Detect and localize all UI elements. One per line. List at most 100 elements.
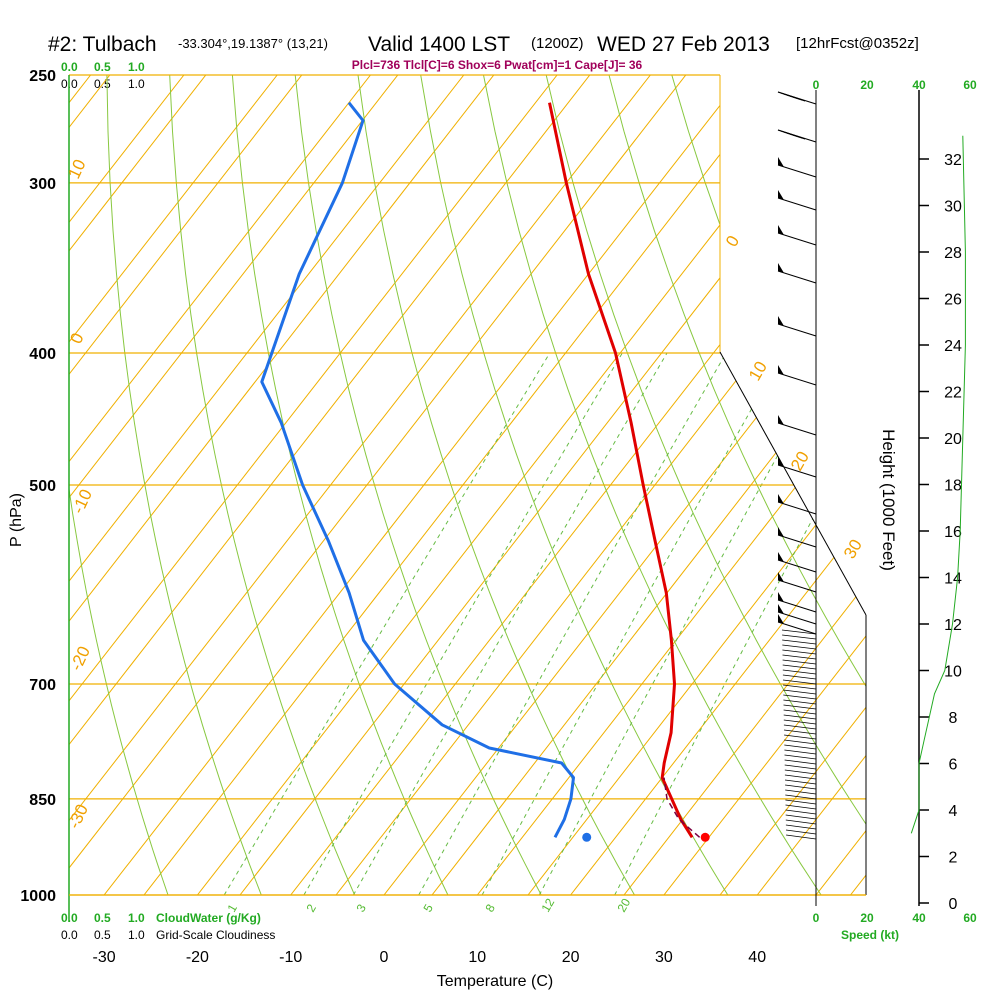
dewpoint-line — [260, 101, 575, 838]
cloud-top-black-2: 1.0 — [128, 77, 145, 91]
wind-barb-low — [785, 789, 817, 795]
dry-adiabat-line — [545, 75, 866, 895]
isotherm-line — [570, 75, 866, 895]
cloud-bottom-green-1: 0.5 — [94, 911, 111, 925]
height-tick-label: 30 — [944, 199, 962, 216]
dry-adiabat-line — [483, 75, 822, 895]
dry-adiabat-line — [357, 75, 635, 895]
reference-diagonal — [815, 75, 866, 895]
wind-barb-staff — [777, 621, 817, 635]
cloud-top-green-2: 1.0 — [128, 60, 145, 74]
wind-barb-low — [785, 819, 817, 825]
wind-barb — [777, 365, 817, 386]
pressure-tick-label: 400 — [29, 346, 56, 363]
speed-top-3: 60 — [963, 78, 977, 92]
wind-barb — [777, 614, 817, 635]
speed-top-2: 40 — [912, 78, 926, 92]
height-tick-label: 0 — [949, 896, 958, 913]
temperature-tick-label: 20 — [562, 949, 580, 966]
reference-diagonal — [69, 75, 749, 895]
height-tick-label: 14 — [944, 571, 962, 588]
wind-barb-pennant — [778, 316, 784, 326]
wind-barb-staff — [777, 559, 817, 573]
height-tick-label: 10 — [944, 664, 962, 681]
wind-barb-feather — [786, 94, 806, 102]
wind-barb — [777, 190, 817, 211]
wind-barb-low — [784, 764, 817, 770]
wind-barb-staff — [777, 464, 817, 478]
reference-diagonal — [69, 75, 557, 895]
wind-barb-pennant — [778, 592, 784, 602]
isotherm-line — [69, 75, 278, 895]
wind-barb-low — [785, 794, 817, 800]
wind-barb — [777, 552, 817, 573]
reference-diagonal — [69, 75, 653, 895]
cloud-top-green-1: 0.5 — [94, 60, 111, 74]
height-tick-label: 26 — [944, 292, 962, 309]
wind-barb-staff — [777, 611, 817, 625]
wind-barb-pennant — [778, 190, 784, 200]
wind-barb-staff — [777, 197, 817, 211]
mixing-ratio-line — [352, 352, 668, 895]
dry-adiabat-line — [294, 75, 542, 895]
title-zulu: (1200Z) — [531, 35, 584, 52]
speed-label: Speed (kt) — [841, 928, 899, 942]
pressure-tick-label: 850 — [29, 792, 56, 809]
title-valid: Valid 1400 LST — [368, 33, 510, 56]
reference-diagonal — [69, 75, 173, 895]
reference-diagonal — [69, 75, 461, 895]
y-axis-label: P (hPa) — [8, 493, 25, 547]
surface-dewpoint-marker — [582, 832, 592, 842]
diagonal-edge — [719, 351, 867, 616]
isotherm-lines — [69, 75, 866, 895]
speed-bottom-0: 0 — [813, 911, 820, 925]
speed-bottom-3: 60 — [963, 911, 977, 925]
wind-barb-low — [784, 769, 817, 775]
wind-barb — [777, 263, 817, 284]
wind-barb-low — [783, 724, 817, 730]
wind-barb-staff — [777, 422, 817, 436]
wind-barb-pennant — [778, 572, 784, 582]
speed-bottom-1: 20 — [860, 911, 874, 925]
wind-barb-low — [783, 719, 817, 725]
cloud-bottom-black-2: 1.0 — [128, 928, 145, 942]
wind-barb-low — [784, 779, 817, 785]
reference-diagonal — [527, 75, 866, 895]
wind-barb-low — [782, 669, 817, 675]
wind-barb-pennant — [778, 604, 784, 614]
wind-barb-low — [785, 784, 817, 790]
cloud-bottom-black-0: 0.0 — [61, 928, 78, 942]
cloud-bottom-black-1: 0.5 — [94, 928, 111, 942]
height-tick-label: 32 — [944, 152, 962, 169]
wind-barb-low — [782, 644, 817, 650]
wind-barb-staff — [777, 372, 817, 386]
height-tick-label: 16 — [944, 524, 962, 541]
wind-barb-low — [782, 674, 817, 680]
wind-barb — [777, 91, 817, 105]
wind-barb-pennant — [778, 415, 784, 425]
isobar-lines — [69, 74, 866, 896]
temperature-tick-label: 0 — [380, 949, 389, 966]
wind-barb-staff — [777, 534, 817, 548]
wind-barb — [777, 494, 817, 515]
height-tick-label: 6 — [949, 757, 958, 774]
wind-barb-pennant — [778, 365, 784, 375]
cloudiness-label: Grid-Scale Cloudiness — [156, 928, 275, 942]
mixing-ratio-label: 20 — [614, 896, 633, 915]
height-tick-label: 18 — [944, 478, 962, 495]
height-tick-label: 28 — [944, 245, 962, 262]
parcel-line — [663, 777, 701, 838]
dry-adiabat-line — [231, 75, 449, 895]
wind-barb-staff — [777, 164, 817, 178]
wind-barb-staff — [777, 232, 817, 246]
wind-barb-pennant — [778, 614, 784, 624]
isotherm-label: 30 — [840, 536, 866, 562]
reference-diagonal — [719, 75, 866, 895]
wind-barb-low — [785, 824, 817, 830]
wind-barb-low — [782, 639, 817, 645]
wind-barb-low — [784, 749, 817, 755]
speed-top-0: 0 — [813, 78, 820, 92]
wind-barb-low — [786, 834, 817, 840]
wind-barb — [777, 415, 817, 436]
